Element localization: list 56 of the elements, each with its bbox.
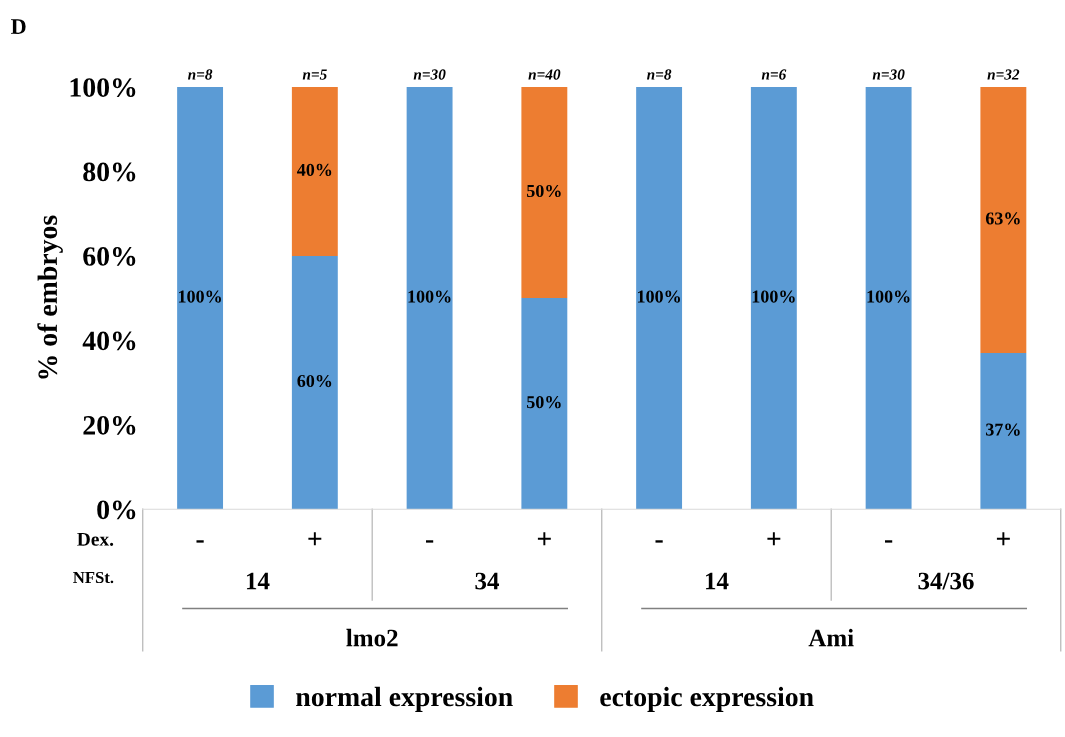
bar [980,86,1027,354]
bar [521,86,568,299]
data-label: 100% [867,290,910,303]
text: n=6 [761,69,787,80]
data-label: 100% [178,290,221,303]
bar [521,298,568,510]
data-label: 60% [297,374,332,388]
bar [291,86,338,256]
text: n=8 [187,69,213,80]
text: n=8 [646,69,672,80]
bar [750,86,797,510]
x-tick-label: - [885,540,893,543]
text: lmo2 [346,628,398,647]
bar [291,255,338,510]
y-tick-label: 80% [83,162,136,182]
data-label: 63% [985,212,1020,225]
text: NFSt. [73,571,114,584]
y-tick-label: 100% [70,78,136,97]
data-label: 40% [297,163,332,176]
bar [177,86,224,510]
text: D [11,19,26,34]
x-tick-label: + [308,532,322,546]
text: n=30 [413,69,446,80]
y-tick-label: 40% [82,331,136,351]
text: n=5 [302,69,327,80]
bar [865,86,912,510]
legend-label: ectopic expression [600,686,814,712]
data-label: 100% [752,290,795,303]
text: 34 [475,572,500,590]
legend-label: normal expression [296,686,513,712]
text: 14 [705,572,729,590]
text: n=30 [872,69,905,80]
y-axis-title: % of embryos [37,215,63,379]
text: n=40 [528,69,561,80]
data-label: 50% [527,184,561,198]
data-label: 37% [985,423,1020,436]
bar [980,353,1027,510]
text: n=32 [987,69,1020,80]
y-tick-label: 20% [83,415,136,435]
text: Dex. [77,532,114,546]
x-tick-label: - [196,540,204,543]
y-tick-label: 60% [83,247,136,266]
x-tick-label: + [996,532,1010,546]
bar [406,86,453,510]
text: 14 [246,572,270,590]
x-tick-label: + [767,532,781,546]
data-label: 100% [408,290,451,303]
x-tick-label: - [425,540,434,543]
data-label: 100% [637,290,680,303]
data-label: 50% [527,396,561,409]
x-tick-label: - [655,540,663,543]
x-tick-label: + [537,532,551,546]
text: 34/36 [918,572,974,590]
bar [636,86,683,510]
text: Ami [808,628,854,647]
y-tick-label: 0% [97,500,136,520]
